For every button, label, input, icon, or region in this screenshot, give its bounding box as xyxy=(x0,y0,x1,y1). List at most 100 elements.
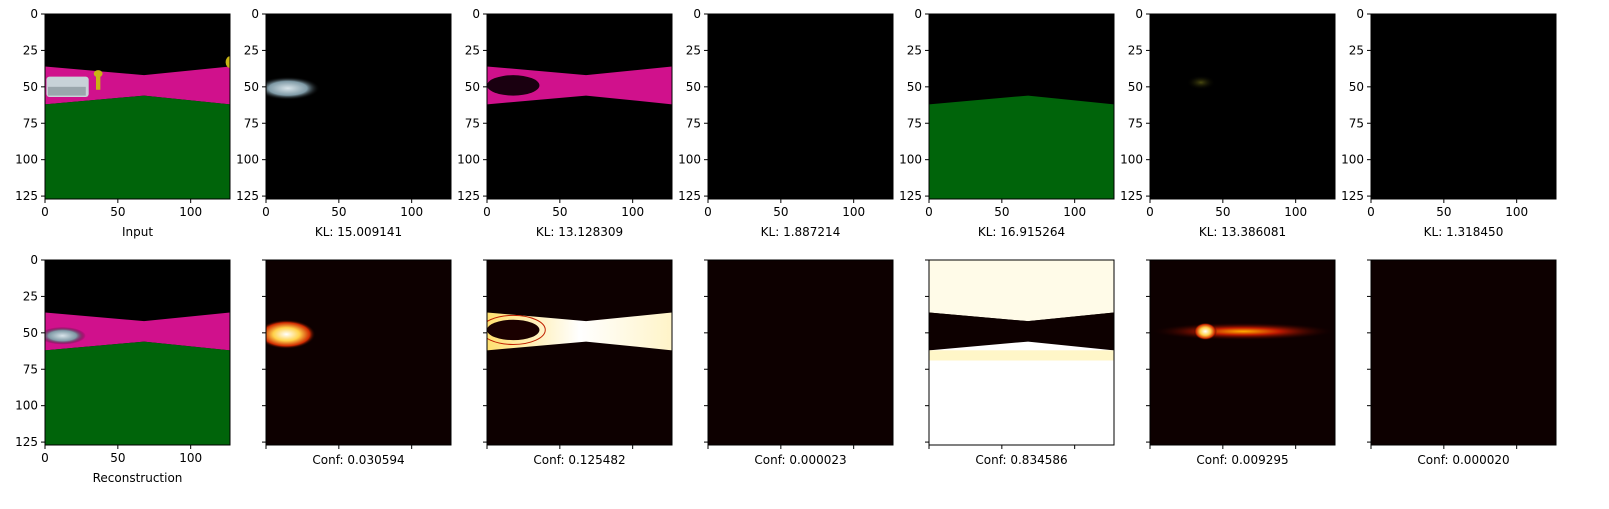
x-tick-label: 0 xyxy=(41,451,49,465)
y-tick-label: 25 xyxy=(465,43,480,57)
image-content xyxy=(1152,322,1334,341)
y-tick-label: 0 xyxy=(1356,7,1364,21)
x-tick-label: 100 xyxy=(1063,205,1086,219)
image-background xyxy=(1371,14,1556,199)
x-tick-label: 100 xyxy=(1505,205,1528,219)
road-region xyxy=(45,312,230,351)
y-tick-label: 50 xyxy=(23,80,38,94)
y-tick-label: 75 xyxy=(907,116,922,130)
y-tick-label: 25 xyxy=(1349,43,1364,57)
panel-caption: KL: 1.318450 xyxy=(1424,225,1504,239)
panel-top-row-6: 0 50 100 0 25 50 75 100 125 KL: 13.386081 xyxy=(1120,7,1336,239)
y-tick-label: 100 xyxy=(457,153,480,167)
x-tick-label: 50 xyxy=(331,205,346,219)
panel-bottom-row-3: Conf: 0.125482 xyxy=(483,259,673,467)
panel-caption: KL: 15.009141 xyxy=(315,225,402,239)
y-tick-label: 75 xyxy=(23,362,38,376)
panel-caption: Conf: 0.030594 xyxy=(312,453,404,467)
x-tick-label: 50 xyxy=(110,205,125,219)
car-body xyxy=(47,86,86,96)
y-tick-label: 125 xyxy=(1120,189,1143,203)
panel-bottom-row-6: Conf: 0.009295 xyxy=(1146,259,1336,467)
grass-region xyxy=(45,341,230,445)
y-tick-label: 50 xyxy=(686,80,701,94)
y-tick-label: 50 xyxy=(1128,80,1143,94)
panel-top-row-7: 0 50 100 0 25 50 75 100 125 KL: 1.318450 xyxy=(1341,7,1557,239)
axes-frame xyxy=(1149,259,1336,446)
axes-frame xyxy=(1149,13,1336,200)
image-content xyxy=(487,312,672,351)
y-tick-label: 125 xyxy=(1341,189,1364,203)
x-tick-label: 100 xyxy=(179,451,202,465)
axes-frame xyxy=(707,13,894,200)
y-tick-label: 50 xyxy=(1349,80,1364,94)
y-tick-label: 100 xyxy=(15,153,38,167)
axes-frame xyxy=(928,13,1115,200)
image-background xyxy=(266,14,451,199)
y-tick-label: 50 xyxy=(907,80,922,94)
panel-bottom-row-4: Conf: 0.000023 xyxy=(704,259,894,467)
road-region xyxy=(45,66,230,105)
y-tick-label: 75 xyxy=(465,116,480,130)
car-blur xyxy=(45,327,86,345)
heat-grass-bright xyxy=(929,341,1114,445)
heat-blob-core xyxy=(1193,322,1218,341)
x-tick-label: 0 xyxy=(1146,205,1154,219)
panel-caption: Reconstruction xyxy=(93,471,183,485)
panel-top-row-1: 0 50 100 0 25 50 75 100 125 Input xyxy=(15,7,231,239)
axes-frame xyxy=(486,13,673,200)
axes-frame xyxy=(265,259,452,446)
image-content xyxy=(45,312,230,445)
panel-caption: Conf: 0.000023 xyxy=(754,453,846,467)
y-tick-label: 0 xyxy=(693,7,701,21)
axes-frame xyxy=(1370,259,1557,446)
x-tick-label: 0 xyxy=(925,205,933,219)
y-tick-label: 100 xyxy=(15,399,38,413)
image-background xyxy=(1150,260,1335,445)
panel-top-row-2: 0 50 100 0 25 50 75 100 125 KL: 15.009141 xyxy=(236,7,452,239)
x-tick-label: 0 xyxy=(41,205,49,219)
heat-road-dark xyxy=(929,312,1114,351)
x-tick-label: 100 xyxy=(1284,205,1307,219)
axes-frame xyxy=(44,259,231,446)
y-tick-label: 125 xyxy=(678,189,701,203)
y-tick-label: 100 xyxy=(236,153,259,167)
image-background xyxy=(708,260,893,445)
axes-frame xyxy=(486,259,673,446)
panel-top-row-3: 0 50 100 0 25 50 75 100 125 KL: 13.128309 xyxy=(457,7,673,239)
y-tick-label: 75 xyxy=(1128,116,1143,130)
y-tick-label: 75 xyxy=(244,116,259,130)
heat-blob-band xyxy=(1152,322,1334,341)
axes-frame xyxy=(928,259,1115,446)
axes-frame xyxy=(707,259,894,446)
car-blur xyxy=(266,76,320,100)
y-tick-label: 50 xyxy=(465,80,480,94)
y-tick-label: 0 xyxy=(251,7,259,21)
panel-top-row-4: 0 50 100 0 25 50 75 100 125 KL: 1.887214 xyxy=(678,7,894,239)
heat-car-blob xyxy=(266,319,316,349)
image-content xyxy=(1186,75,1216,90)
panel-bottom-row-5: Conf: 0.834586 xyxy=(925,259,1115,467)
y-tick-label: 125 xyxy=(899,189,922,203)
image-content xyxy=(266,319,316,349)
y-tick-label: 100 xyxy=(678,153,701,167)
panel-caption: KL: 1.887214 xyxy=(761,225,841,239)
panel-top-row-5: 0 50 100 0 25 50 75 100 125 KL: 16.915264 xyxy=(899,7,1115,239)
x-tick-label: 100 xyxy=(621,205,644,219)
image-background xyxy=(708,14,893,199)
image-content xyxy=(487,66,672,105)
x-tick-label: 50 xyxy=(773,205,788,219)
y-tick-label: 25 xyxy=(23,43,38,57)
x-tick-label: 100 xyxy=(842,205,865,219)
x-tick-label: 50 xyxy=(994,205,1009,219)
panel-caption: Conf: 0.000020 xyxy=(1417,453,1509,467)
x-tick-label: 0 xyxy=(1367,205,1375,219)
sign-post xyxy=(95,73,101,90)
y-tick-label: 125 xyxy=(15,189,38,203)
image-content xyxy=(929,95,1114,199)
x-tick-label: 0 xyxy=(483,205,491,219)
y-tick-label: 75 xyxy=(23,116,38,130)
dark-car-blur xyxy=(487,75,540,96)
panel-bottom-row-7: Conf: 0.000020 xyxy=(1367,259,1557,467)
